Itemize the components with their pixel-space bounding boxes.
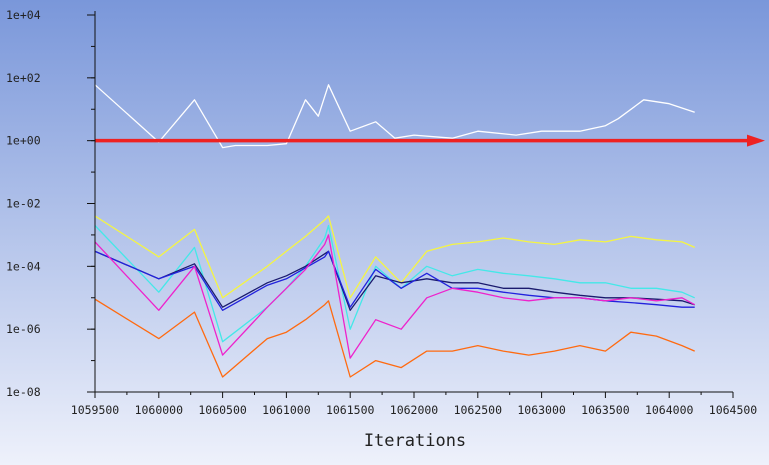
x-tick-label: 1062500 bbox=[454, 403, 503, 417]
y-tick-label: 1e-08 bbox=[6, 385, 41, 399]
arrow-head bbox=[747, 134, 765, 147]
x-tick-label: 1060000 bbox=[135, 403, 184, 417]
x-tick-label: 1063000 bbox=[517, 403, 566, 417]
x-tick-label: 1061500 bbox=[326, 403, 375, 417]
y-tick-label: 1e-06 bbox=[6, 322, 41, 336]
x-tick-label: 1059500 bbox=[71, 403, 120, 417]
y-tick-label: 1e-04 bbox=[6, 259, 41, 273]
x-tick-label: 1060500 bbox=[198, 403, 247, 417]
series-line-1 bbox=[95, 84, 695, 149]
x-tick-label: 1062000 bbox=[390, 403, 439, 417]
series-line-2 bbox=[95, 215, 695, 299]
series-line-6 bbox=[95, 234, 696, 359]
x-tick-label: 1063500 bbox=[581, 403, 630, 417]
y-tick-label: 1e-02 bbox=[6, 197, 41, 211]
y-tick-label: 1e+00 bbox=[6, 134, 41, 148]
series-line-3 bbox=[95, 224, 695, 343]
series-line-5 bbox=[95, 250, 695, 311]
x-tick-label: 1064000 bbox=[645, 403, 694, 417]
series-line-7 bbox=[95, 298, 695, 378]
x-tick-label: 1061000 bbox=[262, 403, 311, 417]
y-tick-label: 1e+04 bbox=[6, 8, 41, 22]
y-tick-label: 1e+02 bbox=[6, 71, 41, 85]
series-layer bbox=[95, 84, 696, 378]
x-axis-title: Iterations bbox=[364, 431, 466, 451]
x-tick-label: 1064500 bbox=[709, 403, 758, 417]
arrow-layer bbox=[95, 134, 765, 147]
axes: 1e-08 1e-06 1e-04 1e-02 1e+00 1e+02 1e+04 10595… bbox=[6, 8, 757, 417]
